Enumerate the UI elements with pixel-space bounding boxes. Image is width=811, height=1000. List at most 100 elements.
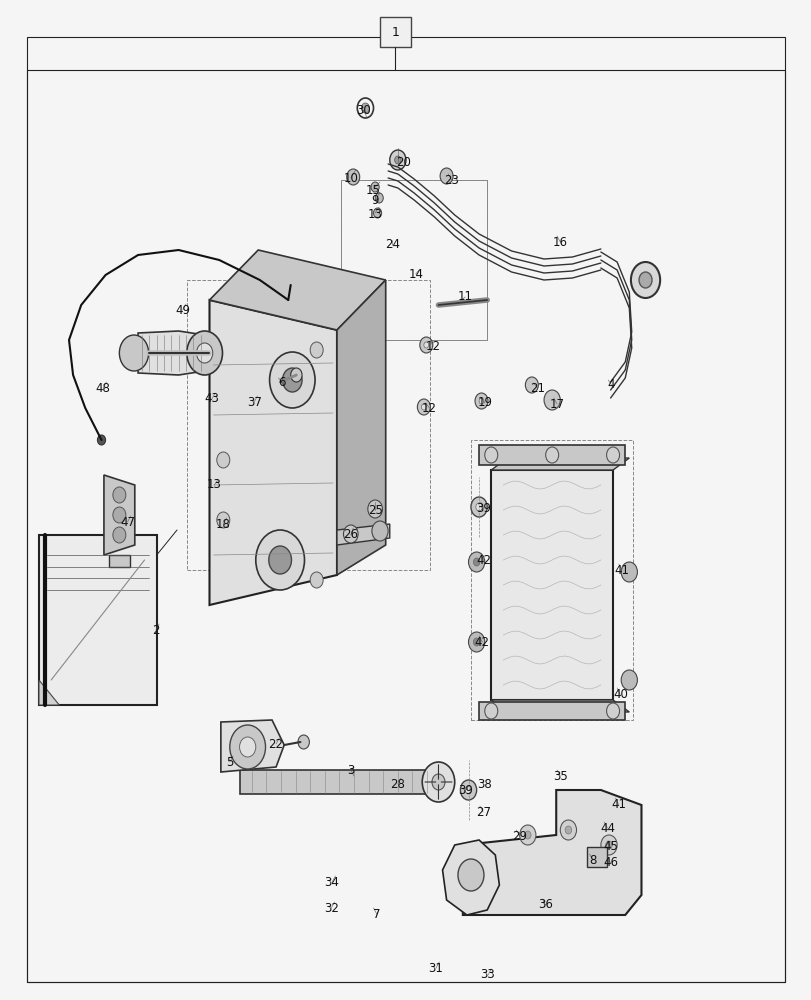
Polygon shape: [491, 470, 612, 700]
Circle shape: [290, 368, 302, 382]
Text: 19: 19: [477, 396, 491, 410]
Circle shape: [465, 786, 471, 794]
Text: 16: 16: [552, 235, 567, 248]
Circle shape: [484, 447, 497, 463]
Text: 1: 1: [391, 25, 399, 38]
Circle shape: [468, 632, 484, 652]
Circle shape: [483, 876, 490, 884]
Text: 39: 39: [458, 784, 473, 796]
Text: 28: 28: [390, 778, 405, 790]
Circle shape: [367, 500, 382, 518]
Bar: [586, 847, 607, 867]
Text: 5: 5: [225, 756, 234, 768]
Text: 7: 7: [372, 908, 380, 920]
Polygon shape: [209, 250, 385, 330]
Text: 10: 10: [343, 172, 358, 184]
Circle shape: [113, 527, 126, 543]
Circle shape: [371, 521, 388, 541]
Text: 45: 45: [603, 840, 617, 854]
Circle shape: [346, 169, 359, 185]
Circle shape: [620, 670, 637, 690]
Text: 44: 44: [599, 822, 614, 834]
Polygon shape: [478, 445, 624, 465]
Circle shape: [255, 530, 304, 590]
Circle shape: [389, 150, 406, 170]
Text: 41: 41: [614, 564, 629, 576]
Circle shape: [431, 774, 444, 790]
Text: 20: 20: [396, 155, 410, 168]
Circle shape: [478, 398, 483, 404]
Circle shape: [470, 497, 487, 517]
Circle shape: [421, 404, 426, 410]
Text: 15: 15: [366, 184, 380, 196]
Text: 39: 39: [476, 502, 491, 514]
Text: 6: 6: [277, 375, 285, 388]
Text: 27: 27: [475, 806, 490, 818]
Text: 13: 13: [207, 479, 221, 491]
Text: 48: 48: [96, 381, 110, 394]
Circle shape: [375, 193, 383, 203]
Circle shape: [638, 272, 651, 288]
Text: 34: 34: [324, 876, 339, 888]
Text: 4: 4: [607, 378, 615, 391]
Circle shape: [217, 452, 230, 468]
Polygon shape: [491, 700, 629, 712]
Text: 25: 25: [367, 504, 382, 516]
Circle shape: [478, 870, 495, 890]
Text: 9: 9: [371, 194, 379, 208]
Circle shape: [394, 156, 401, 164]
Bar: [380, 17, 410, 47]
Circle shape: [373, 208, 381, 218]
Polygon shape: [337, 280, 385, 575]
Circle shape: [545, 447, 558, 463]
Circle shape: [560, 820, 576, 840]
Circle shape: [113, 507, 126, 523]
Circle shape: [543, 390, 560, 410]
Circle shape: [475, 503, 482, 511]
Text: 42: 42: [476, 554, 491, 568]
Text: 17: 17: [549, 397, 564, 410]
Circle shape: [525, 377, 538, 393]
Text: 43: 43: [204, 392, 219, 406]
Text: 13: 13: [367, 208, 382, 221]
Circle shape: [600, 835, 616, 855]
Circle shape: [269, 352, 315, 408]
Circle shape: [239, 737, 255, 757]
Circle shape: [343, 525, 358, 543]
Polygon shape: [491, 458, 629, 470]
Circle shape: [460, 780, 476, 800]
Circle shape: [187, 331, 222, 375]
Circle shape: [630, 262, 659, 298]
Polygon shape: [109, 555, 130, 567]
Circle shape: [484, 703, 497, 719]
Circle shape: [468, 552, 484, 572]
Text: 23: 23: [444, 174, 458, 186]
Circle shape: [230, 725, 265, 769]
Polygon shape: [138, 331, 204, 375]
Circle shape: [119, 335, 148, 371]
Polygon shape: [39, 680, 59, 705]
Circle shape: [423, 342, 428, 348]
Text: 29: 29: [512, 830, 526, 842]
Text: 21: 21: [530, 381, 544, 394]
Circle shape: [217, 512, 230, 528]
Polygon shape: [442, 840, 499, 915]
Text: 40: 40: [612, 688, 627, 702]
Text: 32: 32: [324, 902, 338, 914]
Text: 35: 35: [552, 770, 567, 782]
Text: 37: 37: [247, 395, 261, 408]
Polygon shape: [337, 524, 389, 545]
Circle shape: [97, 435, 105, 445]
Text: 14: 14: [408, 267, 423, 280]
Circle shape: [473, 638, 479, 646]
Circle shape: [417, 399, 430, 415]
Circle shape: [283, 294, 293, 306]
Circle shape: [298, 735, 309, 749]
Circle shape: [564, 826, 571, 834]
Circle shape: [371, 182, 379, 192]
Text: 49: 49: [175, 304, 190, 316]
Text: 38: 38: [477, 778, 491, 790]
Text: 12: 12: [425, 340, 440, 353]
Circle shape: [310, 342, 323, 358]
Circle shape: [606, 703, 619, 719]
